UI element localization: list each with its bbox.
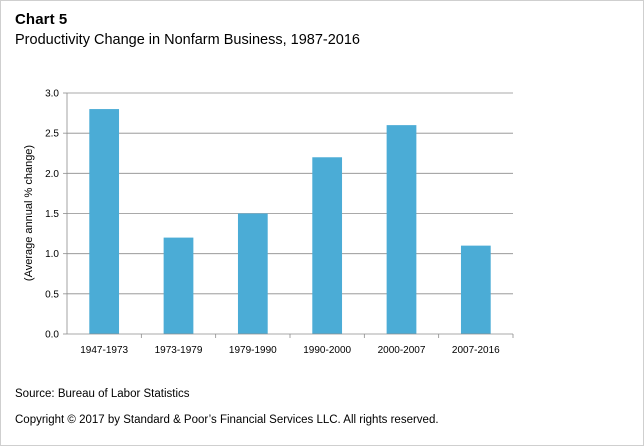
copyright-note: Copyright © 2017 by Standard & Poor’s Fi…	[15, 414, 439, 426]
chart-title: Productivity Change in Nonfarm Business,…	[15, 32, 360, 48]
x-tick-label: 1973-1979	[155, 345, 203, 356]
bar	[460, 245, 491, 334]
bar	[89, 109, 120, 334]
y-tick-label: 2.5	[45, 129, 59, 140]
bar	[163, 237, 194, 334]
gridlines	[67, 92, 513, 295]
y-tick-label: 2.0	[45, 169, 59, 180]
bars	[89, 109, 491, 334]
y-tick-label: 1.0	[45, 249, 59, 260]
x-tick-label: 1990-2000	[303, 345, 351, 356]
bar-chart: 0.0 0.5 1.0 1.5 2.0 2.5 3.0 1947-1973 1973-1979 1…	[23, 89, 514, 356]
x-tick-label: 2000-2007	[378, 345, 426, 356]
chart-number: Chart 5	[15, 11, 68, 28]
bar	[386, 125, 417, 334]
y-tick-label: 3.0	[45, 89, 59, 100]
y-axis-label: (Average annual % change)	[23, 145, 35, 281]
y-tick-label: 0.0	[45, 330, 59, 341]
y-tick-label: 0.5	[45, 289, 59, 300]
bar	[312, 157, 343, 334]
bar	[237, 213, 268, 334]
x-tick-label: 1979-1990	[229, 345, 277, 356]
x-tick-label: 1947-1973	[80, 345, 128, 356]
source-note: Source: Bureau of Labor Statistics	[15, 388, 190, 400]
x-tick-label: 2007-2016	[452, 345, 500, 356]
y-tick-label: 1.5	[45, 209, 59, 220]
axes: 0.0 0.5 1.0 1.5 2.0 2.5 3.0 1947-1973 1973-1979 1…	[45, 89, 514, 356]
